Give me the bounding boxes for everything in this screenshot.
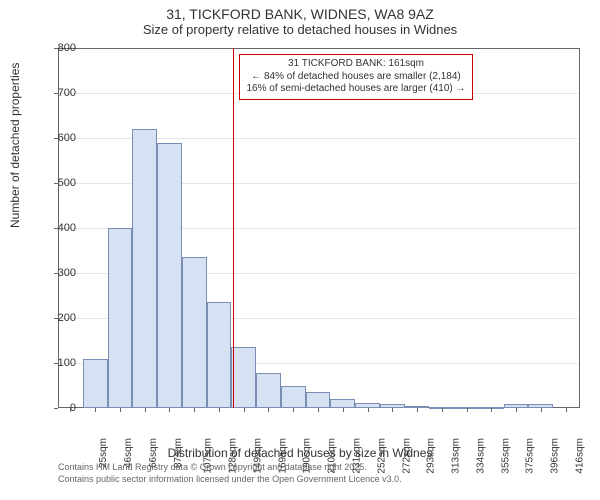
histogram-bar [256,373,281,408]
x-tick-mark [343,408,344,412]
annotation-line1: 31 TICKFORD BANK: 161sqm [246,58,465,71]
x-tick-mark [566,408,567,412]
histogram-bar [306,392,331,408]
y-tick-mark [54,48,58,49]
x-tick-mark [467,408,468,412]
chart-subtitle: Size of property relative to detached ho… [0,22,600,41]
x-tick-mark [541,408,542,412]
y-tick-mark [54,363,58,364]
annotation-line3: 16% of semi-detached houses are larger (… [246,83,465,96]
y-tick-mark [54,93,58,94]
x-tick-mark [318,408,319,412]
histogram-bar [231,347,256,408]
y-tick-label: 400 [46,222,76,234]
x-tick-mark [491,408,492,412]
histogram-bar [132,129,157,408]
histogram-bar [281,386,306,409]
histogram-bar [108,228,133,408]
histogram-bar [182,257,207,408]
x-axis-label: Distribution of detached houses by size … [0,446,600,460]
footer: Contains HM Land Registry data © Crown c… [58,462,402,485]
x-tick-mark [244,408,245,412]
x-tick-mark [417,408,418,412]
x-tick-mark [95,408,96,412]
annotation-box: 31 TICKFORD BANK: 161sqm ← 84% of detach… [239,54,472,100]
y-tick-mark [54,228,58,229]
chart-container: 31, TICKFORD BANK, WIDNES, WA8 9AZ Size … [0,0,600,500]
y-tick-mark [54,273,58,274]
x-tick-mark [70,408,71,412]
x-tick-mark [368,408,369,412]
x-tick-mark [169,408,170,412]
x-tick-mark [442,408,443,412]
y-tick-label: 800 [46,42,76,54]
histogram-bar [157,143,182,409]
annotation-line2: ← 84% of detached houses are smaller (2,… [246,71,465,84]
y-tick-mark [54,408,58,409]
y-tick-label: 200 [46,312,76,324]
x-tick-mark [392,408,393,412]
histogram-bar [83,359,108,409]
footer-line1: Contains HM Land Registry data © Crown c… [58,462,402,474]
x-tick-mark [219,408,220,412]
x-tick-mark [194,408,195,412]
x-tick-mark [293,408,294,412]
y-tick-mark [54,183,58,184]
x-tick-mark [145,408,146,412]
chart-title: 31, TICKFORD BANK, WIDNES, WA8 9AZ [0,0,600,22]
y-tick-mark [54,318,58,319]
y-axis-label: Number of detached properties [8,63,22,228]
histogram-bar [207,302,232,408]
marker-line [233,48,234,408]
y-tick-label: 600 [46,132,76,144]
footer-line2: Contains public sector information licen… [58,474,402,486]
x-tick-mark [268,408,269,412]
y-tick-label: 100 [46,357,76,369]
y-tick-mark [54,138,58,139]
y-tick-label: 700 [46,87,76,99]
x-tick-mark [516,408,517,412]
y-tick-label: 300 [46,267,76,279]
y-tick-label: 500 [46,177,76,189]
x-tick-mark [120,408,121,412]
y-tick-label: 0 [46,402,76,414]
histogram-bar [330,399,355,408]
